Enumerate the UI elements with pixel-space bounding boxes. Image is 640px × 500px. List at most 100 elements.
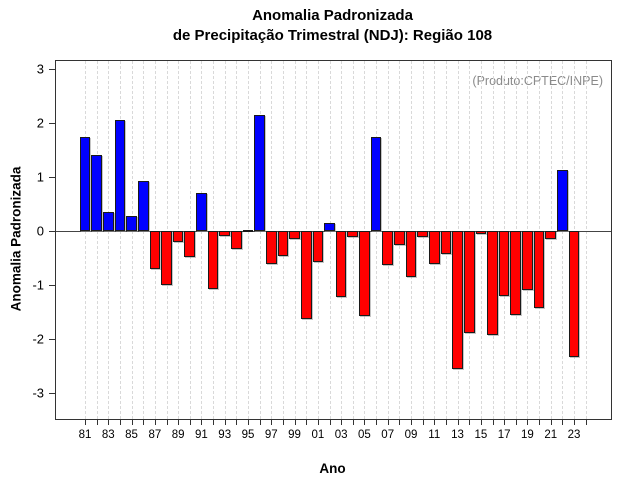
x-tick-label-2017: 17 xyxy=(497,429,511,441)
bar-2004 xyxy=(347,231,359,237)
bar-1989 xyxy=(172,231,184,242)
x-tick-1984 xyxy=(119,419,121,425)
y-tick--1 xyxy=(49,285,55,286)
x-tick-1987 xyxy=(154,419,156,425)
bar-1986 xyxy=(137,181,149,231)
zero-line xyxy=(56,231,611,232)
x-tick-label-1983: 83 xyxy=(101,429,115,441)
x-tick-label-1993: 93 xyxy=(218,429,232,441)
gridline-1991 xyxy=(201,61,203,419)
bar-1995 xyxy=(242,230,254,232)
bar-1983 xyxy=(102,212,114,231)
x-tick-2021 xyxy=(550,419,552,425)
x-tick-2001 xyxy=(317,419,319,425)
gridline-1985 xyxy=(131,61,133,419)
bar-1992 xyxy=(207,231,219,290)
plot-area: (Produto:CPTEC/INPE) 81 83 85 87 89 91 93 95 97 9… xyxy=(32,60,612,441)
gridline-1999 xyxy=(294,61,296,419)
bar-2002 xyxy=(324,223,335,231)
bar-2011 xyxy=(428,231,440,265)
x-tick-2011 xyxy=(434,419,436,425)
x-tick-label-2001: 01 xyxy=(311,429,325,441)
chart-title-line2: de Precipitação Trimestral (NDJ): Região… xyxy=(172,27,493,44)
gridline-2002 xyxy=(329,61,331,419)
gridline-2015 xyxy=(480,61,482,419)
y-tick-label--3: -3 xyxy=(32,385,44,401)
x-tick-2023 xyxy=(574,419,575,425)
x-tick-label-2015: 15 xyxy=(474,429,488,441)
bar-1998 xyxy=(277,231,289,256)
x-tick-label-1995: 95 xyxy=(241,429,255,441)
x-tick-1997 xyxy=(271,419,273,425)
bar-1984 xyxy=(114,120,126,231)
bar-1994 xyxy=(231,231,242,249)
x-tick-1983 xyxy=(108,419,110,425)
y-tick-label-1: 1 xyxy=(36,169,44,185)
y-tick-0 xyxy=(49,231,55,232)
y-tick--3 xyxy=(49,393,55,394)
bar-1981 xyxy=(79,136,91,231)
bar-2017 xyxy=(498,231,510,296)
x-tick-label-1989: 89 xyxy=(171,429,185,441)
x-tick-2012 xyxy=(445,419,447,425)
gridline-2022 xyxy=(562,61,564,419)
x-tick-label-2009: 09 xyxy=(404,429,418,441)
bar-2009 xyxy=(405,231,417,278)
x-tick-label-2005: 05 xyxy=(358,429,371,441)
gridline-2010 xyxy=(422,61,424,419)
x-tick-label-1991: 91 xyxy=(195,429,208,441)
x-tick-2008 xyxy=(399,419,401,425)
x-tick-label-1985: 85 xyxy=(125,429,138,441)
y-axis-title: Anomalia Padronizada xyxy=(8,166,24,312)
gridline-1995 xyxy=(248,61,249,419)
x-tick-2020 xyxy=(539,419,541,425)
x-tick-2009 xyxy=(411,419,412,425)
x-tick-2003 xyxy=(341,419,343,425)
x-tick-2014 xyxy=(469,419,471,425)
bar-2022 xyxy=(557,169,568,231)
chart-title-line1: Anomalia Padronizada xyxy=(252,7,413,24)
bar-2018 xyxy=(510,231,522,315)
bar-1988 xyxy=(161,231,172,285)
x-tick-2010 xyxy=(422,419,424,425)
bar-2012 xyxy=(440,231,452,254)
y-tick-label--1: -1 xyxy=(32,277,44,293)
bar-2005 xyxy=(359,231,370,317)
x-tick-label-1997: 97 xyxy=(264,429,278,441)
gridline-1996 xyxy=(259,61,261,419)
gridline-1981 xyxy=(85,61,86,419)
y-tick-label-2: 2 xyxy=(36,115,44,131)
x-tick-label-2023: 23 xyxy=(567,429,581,441)
gridline-1993 xyxy=(224,61,226,419)
bar-2015 xyxy=(475,231,487,235)
bar-2019 xyxy=(522,231,533,291)
y-tick-2 xyxy=(49,123,55,124)
x-tick-label-2007: 07 xyxy=(381,429,395,441)
y-tick-label--2: -2 xyxy=(32,331,44,347)
bar-1985 xyxy=(126,215,137,231)
gridline-2021 xyxy=(550,61,552,419)
bar-2006 xyxy=(370,136,382,231)
bar-1982 xyxy=(91,155,102,231)
x-tick-label-1981: 81 xyxy=(78,429,92,441)
x-tick-2016 xyxy=(492,419,494,425)
bar-2014 xyxy=(463,231,475,333)
bar-1996 xyxy=(254,114,265,231)
bar-1993 xyxy=(219,231,230,237)
x-tick-label-2003: 03 xyxy=(334,429,348,441)
bar-1987 xyxy=(149,231,161,269)
bar-2021 xyxy=(545,231,556,239)
x-tick-2005 xyxy=(364,419,366,425)
x-tick-2002 xyxy=(329,419,331,425)
x-tick-2018 xyxy=(515,419,517,425)
x-tick-1981 xyxy=(85,419,86,425)
bar-2003 xyxy=(335,231,347,297)
x-tick-1998 xyxy=(282,419,284,425)
gridline-1982 xyxy=(96,61,98,419)
x-tick-1991 xyxy=(201,419,203,425)
x-tick-1995 xyxy=(248,419,249,425)
bar-2010 xyxy=(417,231,428,237)
bar-1990 xyxy=(184,231,196,258)
x-tick-1992 xyxy=(213,419,215,425)
